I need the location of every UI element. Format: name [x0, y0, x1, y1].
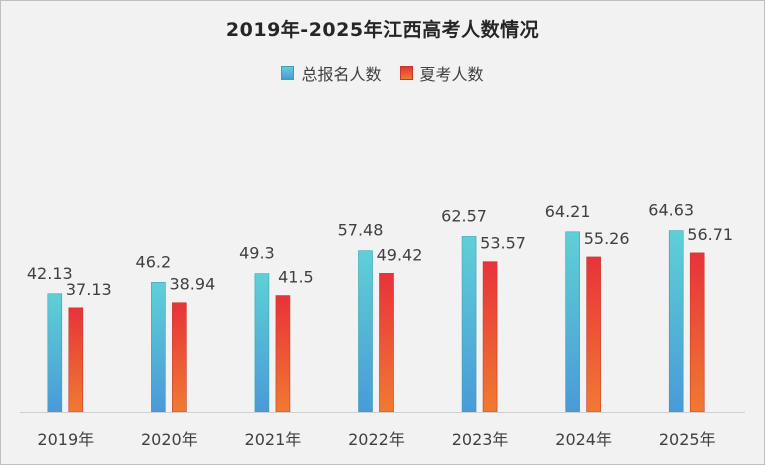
data-label-summer-6: 56.71 [687, 225, 733, 244]
bars-layer [47, 230, 705, 413]
bar-summer-4 [482, 261, 498, 413]
bar-total-6 [668, 230, 684, 413]
data-label-total-4: 62.57 [441, 206, 487, 225]
bar-total-4 [461, 236, 477, 413]
data-label-summer-5: 55.26 [584, 229, 630, 248]
bar-summer-2 [275, 295, 291, 413]
legend-swatch-summer [399, 66, 413, 80]
bar-summer-3 [379, 273, 394, 413]
bar-summer-5 [586, 256, 601, 413]
data-label-total-1: 46.2 [136, 252, 172, 271]
bar-total-3 [358, 250, 373, 413]
data-label-summer-0: 37.13 [66, 280, 112, 299]
data-label-total-0: 42.13 [27, 264, 73, 283]
x-tick-label-5: 2024年 [555, 430, 612, 449]
x-tick-label-4: 2023年 [452, 430, 509, 449]
legend-label-total: 总报名人数 [301, 65, 382, 84]
legend-swatch-total [281, 66, 295, 80]
bar-total-1 [151, 282, 166, 413]
legend-item-summer: 夏考人数 [399, 61, 484, 85]
data-label-summer-4: 53.57 [480, 234, 526, 253]
bar-total-5 [565, 231, 580, 413]
bar-summer-0 [68, 307, 84, 413]
data-label-total-6: 64.63 [648, 201, 694, 220]
data-label-total-3: 57.48 [338, 221, 384, 240]
legend-item-total: 总报名人数 [281, 61, 382, 85]
x-tick-label-0: 2019年 [37, 430, 94, 449]
data-label-summer-3: 49.42 [377, 245, 423, 264]
data-label-total-5: 64.21 [545, 202, 591, 221]
chart-legend: 总报名人数 夏考人数 [1, 61, 764, 85]
chart-title: 2019年-2025年江西高考人数情况 [225, 19, 540, 41]
data-label-summer-2: 41.5 [278, 268, 314, 287]
x-tick-label-6: 2025年 [659, 430, 716, 449]
x-tick-label-2: 2021年 [245, 430, 302, 449]
legend-label-summer: 夏考人数 [419, 65, 484, 84]
x-tick-label-1: 2020年 [141, 430, 198, 449]
bar-total-2 [254, 273, 270, 413]
data-label-summer-1: 38.94 [169, 275, 215, 294]
x-tick-label-3: 2022年 [348, 430, 405, 449]
data-label-total-2: 49.3 [239, 244, 275, 263]
bar-total-0 [47, 293, 63, 413]
bar-summer-6 [689, 252, 705, 413]
bar-summer-1 [172, 302, 187, 413]
